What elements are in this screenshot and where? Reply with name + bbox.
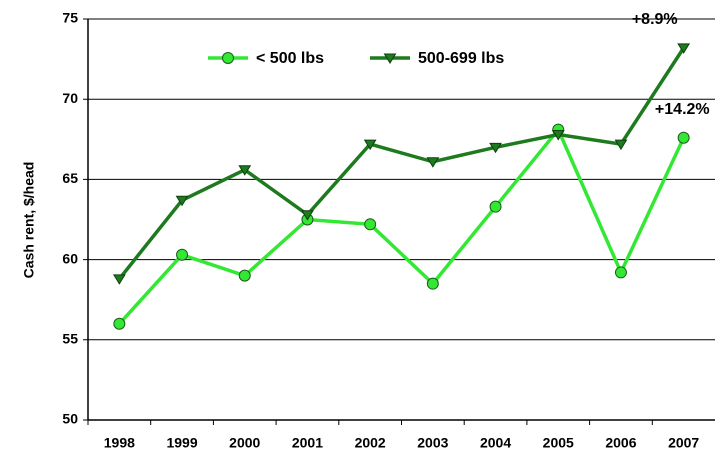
data-point [113,317,126,330]
data-point [614,266,627,279]
data-point [301,210,314,221]
x-tick-label: 1999 [166,435,197,451]
y-tick-label: 55 [62,331,78,347]
x-tick-label: 1998 [104,435,135,451]
annotation: +14.2% [655,101,710,118]
x-tick-label: 2006 [605,435,636,451]
x-tick-label: 2005 [543,435,574,451]
data-point [176,248,189,261]
y-tick-label: 65 [62,170,78,186]
legend-label: < 500 lbs [256,50,324,67]
data-point [112,274,126,285]
y-tick-label: 70 [62,90,78,106]
x-tick-label: 2002 [355,435,386,451]
data-point [489,200,502,213]
series-line [118,126,686,325]
data-point [426,277,439,290]
data-point [364,218,377,231]
data-point [363,139,377,151]
legend-label: 500-699 lbs [418,50,504,67]
y-tick-label: 50 [62,411,78,427]
data-point [677,43,691,54]
x-tick-label: 2007 [668,435,699,451]
series-line [117,46,686,280]
data-point [426,157,440,168]
data-point [489,142,502,154]
data-point [238,165,252,176]
data-point [238,269,251,282]
legend-marker [383,53,397,64]
data-point [677,131,690,144]
y-axis-label: Cash rent, $/head [21,162,37,279]
data-point [551,129,565,141]
x-tick-label: 2000 [229,435,260,451]
annotation: +8.9% [632,11,678,28]
y-tick-label: 60 [62,250,78,266]
x-tick-label: 2004 [480,435,511,451]
y-tick-label: 75 [62,10,78,26]
x-tick-label: 2003 [417,435,448,451]
x-tick-label: 2001 [292,435,323,451]
legend-marker [222,52,234,64]
data-point [175,195,189,207]
data-point [614,139,628,151]
